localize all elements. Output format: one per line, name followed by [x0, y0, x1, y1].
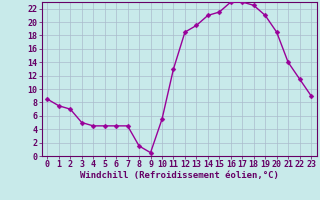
- X-axis label: Windchill (Refroidissement éolien,°C): Windchill (Refroidissement éolien,°C): [80, 171, 279, 180]
